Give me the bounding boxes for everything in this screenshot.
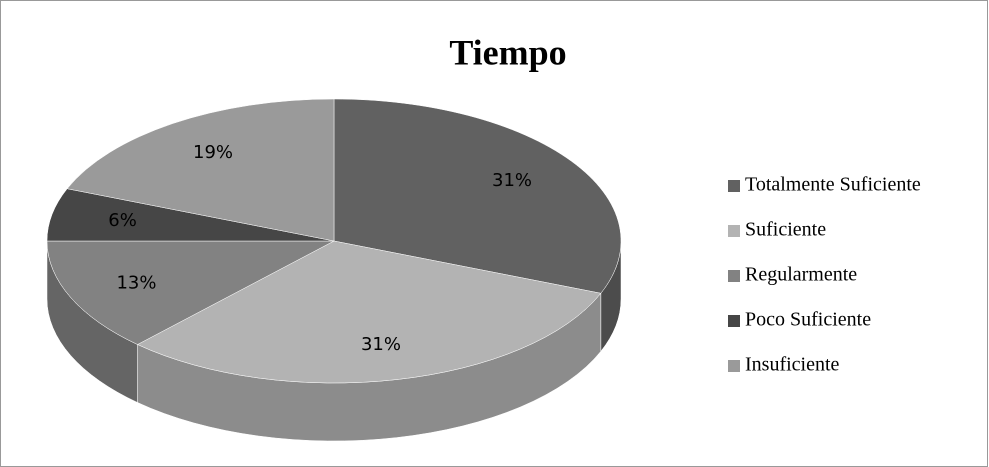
legend-swatch [728, 315, 740, 327]
legend-swatch [728, 180, 740, 192]
data-label: 6% [108, 210, 137, 231]
pie-slice [66, 98, 335, 242]
legend-label: Poco Suficiente [745, 309, 871, 331]
pie-slice [136, 240, 602, 384]
legend-swatch [728, 225, 740, 237]
legend-label: Totalmente Suficiente [745, 174, 921, 196]
legend-swatch [728, 270, 740, 282]
data-label: 31% [361, 334, 401, 355]
legend-label: Regularmente [745, 264, 857, 286]
pie-slice [46, 240, 335, 345]
data-label: 13% [116, 272, 156, 293]
legend-swatch [728, 360, 740, 372]
data-label: 31% [492, 170, 532, 191]
data-label: 19% [193, 142, 233, 163]
pie-slice [333, 98, 622, 294]
chart-title: Tiempo [449, 32, 566, 72]
legend-label: Suficiente [745, 219, 826, 241]
legend-label: Insuficiente [745, 354, 840, 376]
